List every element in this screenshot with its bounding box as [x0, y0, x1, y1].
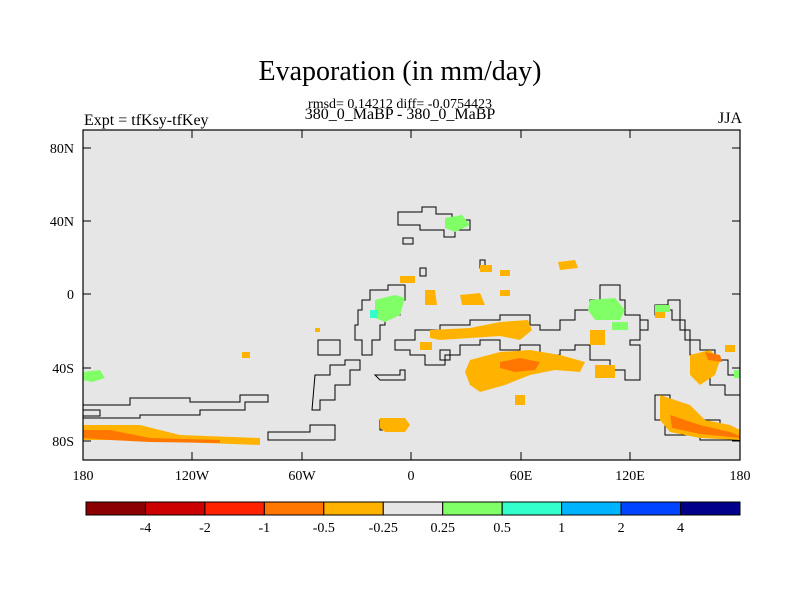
colorbar-label: 0.5: [493, 521, 511, 536]
positive-anomalies: [83, 215, 740, 382]
colorbar-swatch: [263, 501, 325, 516]
experiment-subtitle: 380_0_MaBP - 380_0_MaBP: [304, 106, 496, 123]
map-title: Evaporation (in mm/day): [258, 56, 542, 87]
colorbar-swatch: [680, 501, 741, 516]
lon-label: 60E: [510, 469, 533, 484]
lat-label: 0: [67, 288, 74, 303]
lon-label: 60W: [288, 469, 316, 484]
colorbar-label: 4: [677, 521, 684, 536]
latitude-labels: 80N 40N 0 40S 80S: [50, 142, 74, 450]
colorbar-label: -1: [259, 521, 271, 536]
season-label: JJA: [717, 110, 742, 127]
colorbar-swatch: [85, 501, 146, 516]
colorbar-swatch: [204, 501, 265, 516]
colorbar-label: -0.5: [313, 521, 335, 536]
colorbar-swatch: [561, 501, 622, 516]
colorbar-swatch: [144, 501, 206, 516]
colorbar: [85, 501, 741, 516]
lon-label: 180: [73, 469, 94, 484]
lat-label: 40N: [50, 215, 74, 230]
colorbar-swatch: [323, 501, 384, 516]
lat-label: 80S: [52, 435, 74, 450]
colorbar-swatch: [382, 501, 444, 516]
lat-label: 40S: [52, 362, 74, 377]
negative-anomalies: [83, 260, 740, 445]
colorbar-label: 2: [618, 521, 625, 536]
lon-label: 120W: [175, 469, 210, 484]
axis-ticks: [83, 130, 740, 460]
lon-label: 180: [730, 469, 751, 484]
map-background: [83, 130, 740, 460]
lat-label: 80N: [50, 142, 74, 157]
colorbar-swatch: [501, 501, 563, 516]
colorbar-label: -0.25: [369, 521, 398, 536]
colorbar-swatch: [620, 501, 682, 516]
stats-line: rmsd= 0.14212 diff= -0.0754423: [308, 97, 492, 112]
colorbar-label: -4: [140, 521, 152, 536]
lon-label: 0: [408, 469, 415, 484]
longitude-labels: 180 120W 60W 0 60E 120E 180: [73, 469, 751, 484]
colorbar-label: 0.25: [430, 521, 455, 536]
colorbar-labels: -4 -2 -1 -0.5 -0.25 0.25 0.5 1 2 4: [140, 521, 684, 536]
lon-label: 120E: [615, 469, 645, 484]
colorbar-swatch: [442, 501, 503, 516]
colorbar-label: -2: [199, 521, 211, 536]
experiment-label: Expt = tfKsy-tfKey: [84, 112, 209, 129]
colorbar-label: 1: [558, 521, 565, 536]
